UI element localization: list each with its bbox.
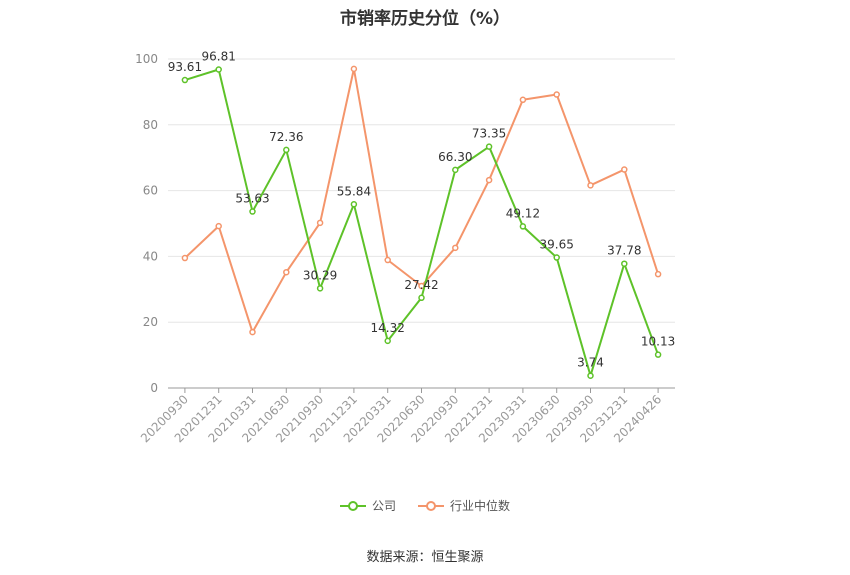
data-point-company (316, 285, 324, 292)
data-point-company (654, 351, 662, 358)
data-source: 数据来源：恒生聚源 (366, 550, 484, 565)
data-point-company (452, 166, 459, 174)
data-point-company (587, 372, 594, 379)
data-point-industry (316, 219, 324, 227)
legend-industry-label: 行业中位数 (450, 499, 511, 513)
axes: 0204060801002020093020201231202103312021… (135, 52, 675, 445)
legend-industry-marker-icon (418, 500, 444, 511)
y-tick-label: 60 (143, 184, 158, 198)
data-point-industry (621, 166, 628, 173)
data-label-company: 49.12 (506, 206, 540, 220)
data-point-industry (181, 254, 189, 262)
grid-lines (168, 58, 675, 323)
data-label-company: 37.78 (607, 244, 641, 258)
data-label-company: 14.32 (371, 321, 405, 335)
data-label-company: 3.74 (577, 356, 604, 370)
data-point-industry (215, 222, 222, 230)
data-point-industry (283, 268, 290, 276)
data-point-industry (452, 244, 459, 252)
data-label-company: 39.65 (540, 238, 574, 252)
data-point-industry (249, 328, 256, 336)
data-point-company (519, 223, 527, 230)
data-point-company (384, 337, 391, 345)
data-label-company: 10.13 (641, 335, 675, 349)
data-point-company (249, 208, 256, 215)
y-tick-label: 100 (135, 52, 158, 66)
data-point-industry (485, 176, 493, 184)
data-label-company: 73.35 (472, 127, 506, 141)
data-label-company: 66.30 (438, 150, 472, 164)
series-line-company (184, 68, 660, 377)
series-lines (181, 65, 662, 379)
data-point-company (418, 294, 425, 302)
data-label-company: 53.63 (235, 192, 269, 206)
data-point-industry (384, 256, 391, 264)
chart-title: 市销率历史分位（%） (339, 9, 511, 29)
data-point-industry (654, 270, 662, 278)
data-point-company (350, 201, 358, 208)
data-label-company: 96.81 (202, 49, 236, 63)
data-point-company (553, 254, 560, 261)
data-point-company (485, 143, 493, 150)
data-point-company (621, 260, 628, 267)
data-label-company: 55.84 (337, 184, 371, 198)
data-label-company: 27.42 (404, 278, 438, 292)
legend-company-label: 公司 (371, 499, 396, 513)
legend-company-marker-icon (339, 500, 366, 511)
data-label-company: 72.36 (269, 130, 303, 144)
legend-item-company[interactable]: 公司 (339, 497, 396, 514)
y-tick-label: 80 (143, 118, 158, 132)
data-point-industry (587, 182, 594, 189)
data-point-industry (519, 96, 527, 104)
legend-item-industry[interactable]: 行业中位数 (418, 497, 510, 514)
y-tick-label: 0 (150, 381, 158, 395)
data-point-company (215, 66, 222, 73)
data-label-company: 30.29 (303, 268, 337, 282)
y-tick-label: 20 (143, 315, 158, 329)
data-point-industry (350, 65, 358, 73)
data-point-industry (553, 91, 560, 98)
legend: 公司 行业中位数 (0, 497, 850, 514)
data-label-company: 93.61 (168, 60, 202, 74)
data-point-company (181, 76, 189, 84)
y-tick-label: 40 (143, 249, 158, 263)
data-point-company (283, 146, 290, 154)
